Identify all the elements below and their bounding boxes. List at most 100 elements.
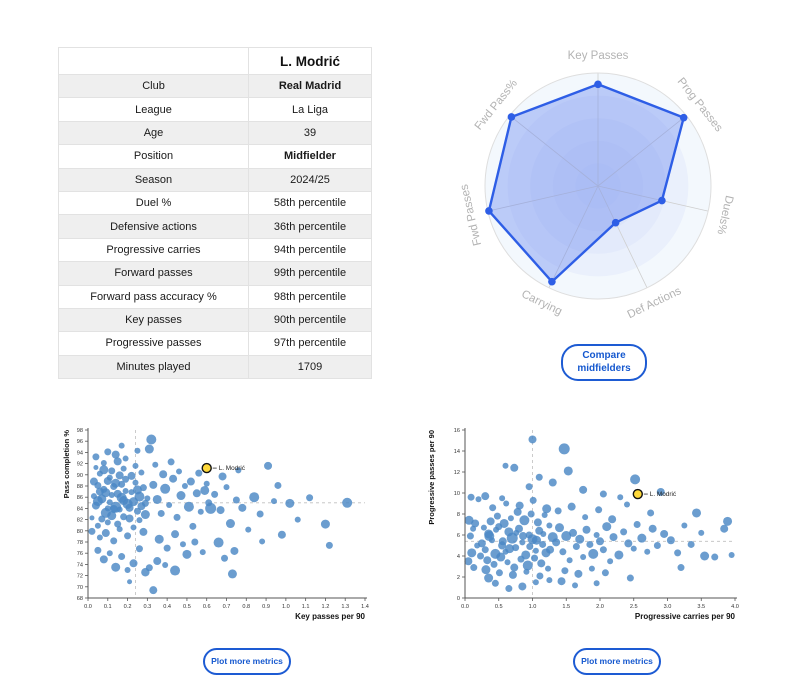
x-tick-label: 3.0 bbox=[664, 604, 672, 610]
y-tick-label: 10 bbox=[454, 491, 460, 497]
data-point bbox=[637, 533, 647, 543]
data-point bbox=[122, 475, 130, 483]
plot-more-metrics-button-right[interactable]: Plot more metrics bbox=[573, 648, 661, 675]
data-point bbox=[176, 491, 186, 501]
data-point bbox=[100, 460, 107, 467]
data-point bbox=[92, 496, 103, 507]
data-point bbox=[192, 489, 201, 498]
data-point bbox=[692, 508, 702, 518]
data-point bbox=[111, 478, 121, 488]
highlighted-player-label: L. Modrić bbox=[219, 465, 246, 472]
data-point bbox=[596, 537, 604, 546]
data-point bbox=[572, 543, 580, 551]
data-point bbox=[484, 573, 494, 583]
stat-value: La Liga bbox=[248, 97, 372, 122]
stat-value: 97th percentile bbox=[248, 331, 372, 356]
data-point bbox=[146, 434, 157, 445]
data-point bbox=[674, 549, 682, 557]
data-point bbox=[195, 469, 203, 477]
x-tick-label: 0.0 bbox=[461, 604, 469, 610]
radar-vertex-dot bbox=[485, 207, 493, 215]
data-point bbox=[572, 582, 579, 589]
data-point bbox=[99, 465, 109, 475]
data-point bbox=[633, 521, 641, 528]
data-point bbox=[510, 563, 519, 572]
data-point bbox=[648, 524, 657, 533]
data-point bbox=[264, 461, 273, 470]
radar-spoke bbox=[487, 185, 599, 212]
data-point bbox=[186, 477, 195, 486]
data-point bbox=[89, 477, 98, 486]
data-point bbox=[557, 577, 566, 586]
data-point bbox=[498, 537, 507, 546]
table-row: Club Real Madrid bbox=[58, 73, 372, 99]
table-header-row: L. Modrić bbox=[58, 47, 372, 75]
data-point bbox=[540, 530, 547, 537]
data-point bbox=[140, 510, 150, 520]
data-point bbox=[238, 503, 247, 512]
data-point bbox=[116, 506, 123, 513]
data-point bbox=[513, 529, 520, 536]
data-point bbox=[94, 522, 101, 529]
highlighted-player-label: L. Modrić bbox=[650, 491, 677, 498]
table-row: Position Midfielder bbox=[58, 144, 372, 169]
data-point bbox=[519, 515, 530, 526]
data-point bbox=[274, 481, 282, 489]
stat-value: 39 bbox=[248, 120, 372, 146]
data-point bbox=[306, 494, 314, 502]
data-point bbox=[531, 554, 539, 562]
data-point bbox=[698, 529, 705, 536]
y-axis-title: Pass completion % bbox=[62, 430, 71, 499]
progressive-carries-scatter-chart: 0.0 0.5 1.0 1.5 2.0 2.5 3.0 3.5 4.0 0 2 4 6 8 10 12 14 16… bbox=[427, 428, 739, 621]
radar-spoke bbox=[597, 115, 687, 187]
data-point bbox=[599, 490, 607, 498]
data-point bbox=[125, 514, 134, 523]
data-point bbox=[656, 487, 665, 496]
data-point bbox=[159, 470, 168, 479]
data-point bbox=[630, 474, 641, 485]
data-point bbox=[630, 545, 637, 552]
table-row: Key passes 90th percentile bbox=[58, 307, 372, 333]
radar-axis-label-fwd-passes: Fwd Passes bbox=[458, 183, 484, 247]
data-point bbox=[218, 472, 227, 481]
data-point bbox=[342, 497, 353, 508]
y-tick-label: 72 bbox=[77, 574, 83, 580]
data-point bbox=[546, 545, 555, 554]
stat-label: Club bbox=[58, 73, 249, 99]
data-point bbox=[157, 509, 165, 517]
data-point bbox=[94, 546, 102, 554]
y-axis-title: Progressive passes per 90 bbox=[427, 430, 436, 525]
plot-more-metrics-button-left[interactable]: Plot more metrics bbox=[203, 648, 291, 675]
data-point bbox=[582, 514, 589, 521]
data-point bbox=[294, 516, 301, 523]
data-point bbox=[99, 555, 108, 564]
data-point bbox=[532, 547, 539, 554]
data-point bbox=[200, 485, 210, 495]
data-point bbox=[624, 501, 630, 508]
data-point bbox=[677, 564, 685, 572]
data-point bbox=[542, 504, 552, 514]
data-point bbox=[181, 483, 188, 489]
data-point bbox=[144, 444, 154, 454]
data-point bbox=[617, 494, 624, 501]
data-point bbox=[104, 448, 112, 456]
data-point bbox=[116, 492, 127, 503]
compare-midfielders-button[interactable]: Compare midfielders bbox=[561, 344, 647, 381]
x-tick-label: 0.2 bbox=[124, 604, 132, 610]
data-point bbox=[154, 534, 164, 544]
data-point bbox=[546, 577, 553, 584]
data-point bbox=[660, 529, 669, 538]
table-row: League La Liga bbox=[58, 97, 372, 122]
y-tick-label: 74 bbox=[77, 562, 83, 568]
data-point bbox=[574, 569, 583, 578]
y-tick-label: 6 bbox=[457, 533, 460, 539]
data-point bbox=[107, 511, 117, 521]
data-point bbox=[503, 500, 510, 507]
data-point bbox=[624, 539, 633, 548]
table-row: Forward pass accuracy % 98th percentile bbox=[58, 284, 372, 309]
data-point bbox=[203, 480, 210, 487]
data-point bbox=[149, 586, 158, 595]
data-point bbox=[614, 550, 624, 560]
data-point bbox=[118, 442, 125, 449]
data-point bbox=[104, 505, 111, 512]
